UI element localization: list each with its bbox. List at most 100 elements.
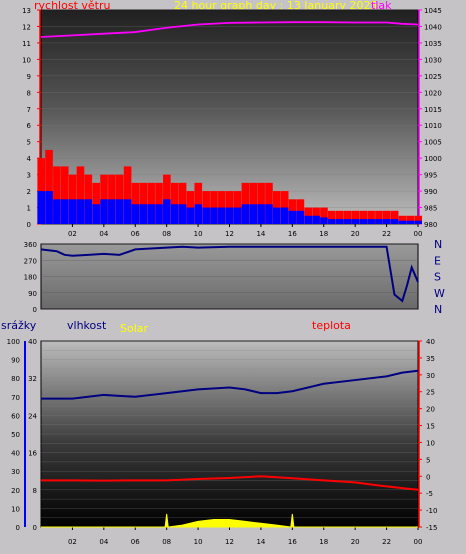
wind-gust-bar xyxy=(390,210,399,224)
wind-axis-tick-label: 1 xyxy=(27,205,31,213)
wind-avg-bar xyxy=(186,207,195,224)
humidity-axis-tick-label: 50 xyxy=(11,431,20,439)
temp-x-tick-label: 10 xyxy=(194,538,203,546)
wind-gust-bar xyxy=(131,182,140,224)
direction-axis-tick-label: 90 xyxy=(28,290,37,298)
wind-avg-bar xyxy=(335,219,344,224)
wind-gust-bar xyxy=(335,210,344,224)
compass-label: N xyxy=(434,238,442,251)
pressure-axis-tick-label: 1040 xyxy=(424,23,442,31)
wind-avg-bar xyxy=(84,199,93,224)
wind-avg-bar xyxy=(218,207,226,224)
pressure-axis-tick-label: 995 xyxy=(424,172,437,180)
wind-axis-tick-label: 8 xyxy=(27,89,31,97)
compass-label: N xyxy=(434,303,442,316)
direction-axis-tick-label: 360 xyxy=(24,241,37,249)
wind-avg-bar xyxy=(280,207,289,224)
wind-x-tick-label: 16 xyxy=(288,230,297,238)
temp-x-tick-label: 20 xyxy=(351,538,360,546)
wind-avg-bar xyxy=(249,204,258,224)
wind-gust-bar xyxy=(406,215,415,224)
wind-gust-bar xyxy=(178,182,187,224)
wind-avg-bar xyxy=(312,215,320,224)
wind-gust-bar xyxy=(45,149,53,224)
wind-gust-bar xyxy=(265,182,273,224)
wind-gust-bar xyxy=(147,182,155,224)
wind-x-tick-label: 18 xyxy=(319,230,328,238)
wind-avg-bar xyxy=(45,191,53,224)
wind-avg-bar xyxy=(351,219,360,224)
pressure-axis-tick-label: 1025 xyxy=(424,73,442,81)
wind-axis-tick-label: 11 xyxy=(22,40,31,48)
wind-gust-bar xyxy=(123,166,132,224)
temp-x-tick-label: 08 xyxy=(162,538,171,546)
humidity-line xyxy=(41,369,419,400)
rain-axis-tick-label: 40 xyxy=(28,338,37,346)
temp-x-tick-label: 06 xyxy=(131,538,140,546)
wind-avg-bar xyxy=(202,207,210,224)
wind-x-tick-label: 22 xyxy=(382,230,391,238)
wind-avg-bar xyxy=(225,207,234,224)
wind-axis-tick-label: 7 xyxy=(27,106,31,114)
temp-axis-tick-label: 25 xyxy=(426,389,435,397)
wind-avg-bar xyxy=(37,191,45,224)
temp-axis-tick-label: 15 xyxy=(426,423,435,431)
temp-x-tick-label: 04 xyxy=(99,538,108,546)
rain-axis-tick-label: 8 xyxy=(33,487,37,495)
wind-x-tick-label: 00 xyxy=(414,230,423,238)
wind-gust-bar xyxy=(375,210,383,224)
wind-gust-bar xyxy=(170,182,179,224)
pressure-line xyxy=(40,21,419,38)
graph-title: 24 hour graph day : 13 January 2025 xyxy=(174,0,378,12)
temp-x-tick-label: 00 xyxy=(414,538,423,546)
temp-axis-tick-label: -15 xyxy=(426,524,437,532)
wind-gust-bar xyxy=(76,166,85,224)
wind-avg-bar xyxy=(155,204,163,224)
humidity-axis-tick-label: 90 xyxy=(11,357,20,365)
wind-gust-bar xyxy=(218,191,226,224)
wind-avg-bar xyxy=(304,215,313,224)
wind-gust-bar xyxy=(382,210,391,224)
direction-axis-tick-label: 0 xyxy=(33,306,37,314)
temperature-label: teplota xyxy=(312,319,351,332)
wind-axis-tick-label: 5 xyxy=(27,139,31,147)
humidity-axis-tick-label: 40 xyxy=(11,450,20,458)
compass-label: S xyxy=(434,271,441,284)
wind-avg-bar xyxy=(414,220,422,224)
wind-avg-bar xyxy=(257,204,265,224)
pressure-axis-tick-label: 1005 xyxy=(424,139,442,147)
humidity-axis-tick-label: 60 xyxy=(11,412,20,420)
wind-gust-bar xyxy=(194,182,203,224)
wind-x-tick-label: 02 xyxy=(68,230,77,238)
wind-gust-bar xyxy=(398,215,407,224)
pressure-axis-tick-label: 1045 xyxy=(424,7,442,15)
wind-avg-bar xyxy=(115,199,124,224)
temp-axis-tick-label: 5 xyxy=(426,456,430,464)
wind-gust-bar xyxy=(257,182,265,224)
wind-axis-tick-label: 3 xyxy=(27,172,31,180)
wind-x-tick-label: 14 xyxy=(256,230,265,238)
wind-gust-bar xyxy=(414,215,422,224)
wind-gust-bar xyxy=(249,182,258,224)
wind-axis-tick-label: 2 xyxy=(27,188,31,196)
wind-avg-bar xyxy=(375,219,383,224)
wind-avg-bar xyxy=(296,210,305,224)
wind-avg-bar xyxy=(241,204,250,224)
wind-gust-bar xyxy=(343,210,352,224)
pressure-axis-tick-label: 1000 xyxy=(424,155,442,163)
wind-x-tick-label: 06 xyxy=(131,230,140,238)
wind-avg-bar xyxy=(320,217,328,224)
wind-gust-bar xyxy=(53,166,61,224)
wind-avg-bar xyxy=(53,199,61,224)
pressure-axis-tick-label: 985 xyxy=(424,205,437,213)
wind-avg-bar xyxy=(139,204,148,224)
wind-avg-bar xyxy=(210,207,218,224)
wind-gust-bar xyxy=(367,210,375,224)
wind-avg-bar xyxy=(328,219,336,224)
temp-x-tick-label: 14 xyxy=(256,538,265,546)
wind-gust-bar xyxy=(139,182,148,224)
wind-gust-bar xyxy=(233,191,242,224)
wind-avg-bar xyxy=(92,204,100,224)
temp-axis-tick-label: 30 xyxy=(426,372,435,380)
